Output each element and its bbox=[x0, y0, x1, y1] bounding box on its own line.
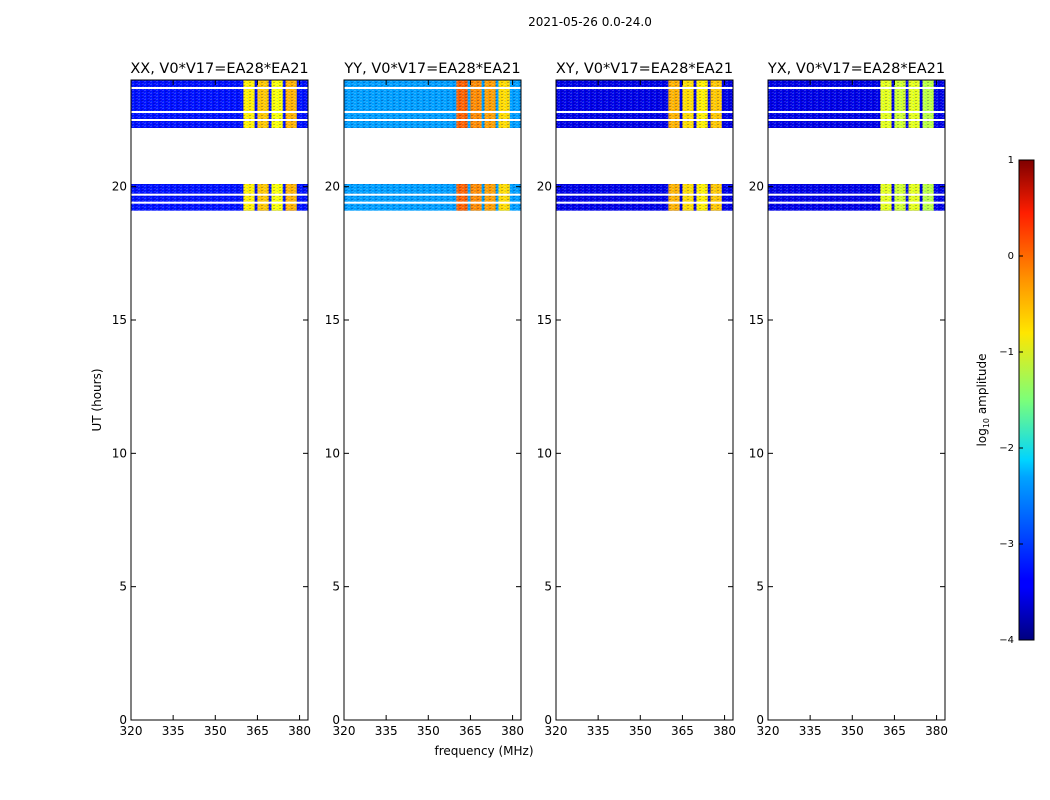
colorbar-tick-label: −4 bbox=[999, 635, 1014, 646]
x-tick-label: 380 bbox=[288, 724, 311, 738]
colorbar-tick-label: −3 bbox=[999, 539, 1014, 550]
panel-title: XY, V0*V17=EA28*EA21 bbox=[556, 61, 733, 77]
x-tick-label: 320 bbox=[545, 724, 568, 738]
colorbar-tick-label: 1 bbox=[1008, 155, 1014, 166]
panel-2: YY, V0*V17=EA28*EA21 320 335 350 365 380 0 5 10 1… bbox=[325, 61, 524, 738]
panels-group: XX, V0*V17=EA28*EA21 320 335 350 365 380 0 5 10 1… bbox=[112, 61, 948, 738]
y-tick-label: 0 bbox=[544, 713, 552, 727]
x-tick-label: 350 bbox=[204, 724, 227, 738]
y-tick-label: 0 bbox=[756, 713, 764, 727]
flagged-line-4 bbox=[344, 119, 521, 121]
flagged-line-4 bbox=[768, 119, 945, 121]
colorbar-tick-label: 0 bbox=[1008, 251, 1014, 262]
flagged-line-3 bbox=[556, 87, 733, 89]
y-tick-label: 5 bbox=[544, 580, 552, 594]
y-tick-label: 10 bbox=[112, 446, 127, 460]
panel-title: YX, V0*V17=EA28*EA21 bbox=[767, 61, 945, 77]
flagged-line-2 bbox=[556, 193, 733, 196]
figure-suptitle: 2021-05-26 0.0-24.0 bbox=[528, 15, 652, 29]
panel-1: XX, V0*V17=EA28*EA21 320 335 350 365 380 0 5 10 1… bbox=[112, 61, 311, 738]
flagged-line-1 bbox=[344, 201, 521, 204]
y-tick-label: 10 bbox=[325, 446, 340, 460]
panel-title: YY, V0*V17=EA28*EA21 bbox=[343, 61, 520, 77]
noise-texture bbox=[768, 184, 945, 211]
panel-3: XY, V0*V17=EA28*EA21 320 335 350 365 380 0 5 10 1… bbox=[537, 61, 736, 738]
y-tick-label: 10 bbox=[537, 446, 552, 460]
colorbar-ticks: 1 0 −1 −2 −3 −4 bbox=[999, 155, 1023, 646]
x-tick-label: 335 bbox=[162, 724, 185, 738]
y-tick-label: 10 bbox=[749, 446, 764, 460]
flagged-line-4 bbox=[131, 119, 308, 121]
y-tick-label: 15 bbox=[325, 313, 340, 327]
panel-4: YX, V0*V17=EA28*EA21 320 335 350 365 380 0 5 10 1… bbox=[749, 61, 948, 738]
flagged-line-4 bbox=[556, 119, 733, 121]
x-tick-label: 365 bbox=[883, 724, 906, 738]
y-tick-label: 15 bbox=[537, 313, 552, 327]
y-tick-label: 0 bbox=[119, 713, 127, 727]
noise-texture bbox=[131, 184, 308, 211]
x-tick-label: 380 bbox=[925, 724, 948, 738]
y-tick-label: 20 bbox=[749, 180, 764, 194]
x-tick-label: 335 bbox=[799, 724, 822, 738]
x-tick-label: 320 bbox=[757, 724, 780, 738]
x-tick-label: 320 bbox=[120, 724, 143, 738]
x-tick-label: 380 bbox=[713, 724, 736, 738]
y-tick-label: 5 bbox=[756, 580, 764, 594]
y-tick-label: 20 bbox=[325, 180, 340, 194]
flagged-line-3 bbox=[768, 87, 945, 89]
x-tick-label: 365 bbox=[459, 724, 482, 738]
x-tick-label: 350 bbox=[629, 724, 652, 738]
x-tick-label: 365 bbox=[246, 724, 269, 738]
x-tick-label: 380 bbox=[501, 724, 524, 738]
flagged-line-2 bbox=[131, 193, 308, 196]
y-tick-label: 5 bbox=[119, 580, 127, 594]
y-tick-label: 20 bbox=[537, 180, 552, 194]
flagged-line-5 bbox=[131, 111, 308, 113]
panel-frame bbox=[767, 79, 946, 721]
flagged-line-2 bbox=[344, 193, 521, 196]
x-tick-label: 350 bbox=[841, 724, 864, 738]
flagged-line-5 bbox=[344, 111, 521, 113]
panel-frame bbox=[130, 79, 309, 721]
flagged-line-5 bbox=[768, 111, 945, 113]
flagged-line-1 bbox=[768, 201, 945, 204]
flagged-line-5 bbox=[556, 111, 733, 113]
colorbar-tick-label: −1 bbox=[999, 347, 1014, 358]
x-tick-label: 365 bbox=[671, 724, 694, 738]
y-axis-label: UT (hours) bbox=[90, 368, 104, 431]
y-tick-label: 20 bbox=[112, 180, 127, 194]
colorbar-label: log10 amplitude bbox=[975, 354, 991, 447]
y-tick-label: 0 bbox=[332, 713, 340, 727]
flagged-line-1 bbox=[131, 201, 308, 204]
panel-frame bbox=[555, 79, 734, 721]
colorbar-gradient bbox=[1018, 159, 1035, 641]
x-tick-label: 335 bbox=[375, 724, 398, 738]
flagged-line-1 bbox=[556, 201, 733, 204]
flagged-line-2 bbox=[768, 193, 945, 196]
y-tick-label: 15 bbox=[112, 313, 127, 327]
panel-frame bbox=[343, 79, 522, 721]
noise-texture bbox=[344, 184, 521, 211]
y-tick-label: 15 bbox=[749, 313, 764, 327]
noise-texture bbox=[556, 184, 733, 211]
colorbar-label-subscript: 10 bbox=[982, 418, 991, 428]
x-tick-label: 335 bbox=[587, 724, 610, 738]
colorbar-tick-label: −2 bbox=[999, 443, 1014, 454]
x-tick-label: 320 bbox=[333, 724, 356, 738]
flagged-line-3 bbox=[344, 87, 521, 89]
x-axis-label: frequency (MHz) bbox=[434, 744, 533, 758]
panel-title: XX, V0*V17=EA28*EA21 bbox=[130, 61, 308, 77]
colorbar-label-rest: amplitude bbox=[975, 354, 989, 418]
colorbar-label-log: log bbox=[975, 428, 989, 446]
y-tick-label: 5 bbox=[332, 580, 340, 594]
flagged-line-3 bbox=[131, 87, 308, 89]
colorbar: 10−1−2−3−4 log10 amplitude bbox=[975, 155, 1035, 646]
x-tick-label: 350 bbox=[417, 724, 440, 738]
